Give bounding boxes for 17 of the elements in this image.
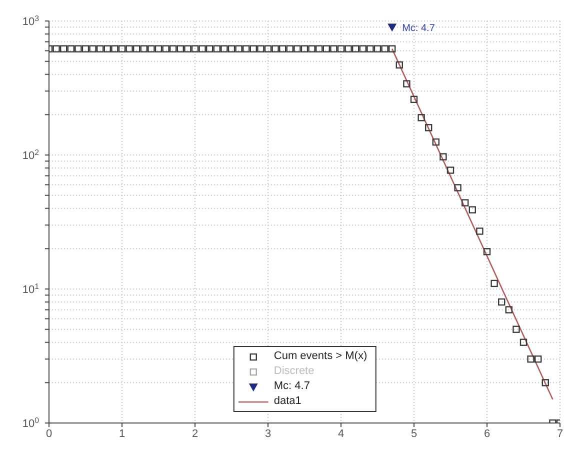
- legend-label: data1: [274, 394, 302, 409]
- legend-label: Cum events > M(x): [274, 349, 368, 364]
- y-tick-label: 10$^{1}$: [22, 282, 40, 296]
- annotation: Mc: 4.7: [402, 23, 436, 34]
- legend-label: Discrete: [274, 364, 314, 379]
- y-tick-label: 10$^{0}$: [22, 416, 40, 430]
- x-tick-label: 3: [264, 428, 272, 440]
- x-tick-label: 5: [410, 428, 418, 440]
- x-tick-label: 7: [556, 428, 564, 440]
- x-tick-label: 6: [484, 428, 490, 440]
- x-tick-label: 2: [192, 428, 198, 440]
- x-tick-label: 4: [338, 428, 344, 440]
- legend-label: Mc: 4.7: [274, 379, 310, 394]
- x-tick-label: 0: [46, 428, 52, 440]
- y-tick-label: 10$^{2}$: [22, 148, 39, 162]
- y-tick-label: 10$^{3}$: [22, 14, 40, 28]
- x-tick-label: 1: [118, 428, 126, 440]
